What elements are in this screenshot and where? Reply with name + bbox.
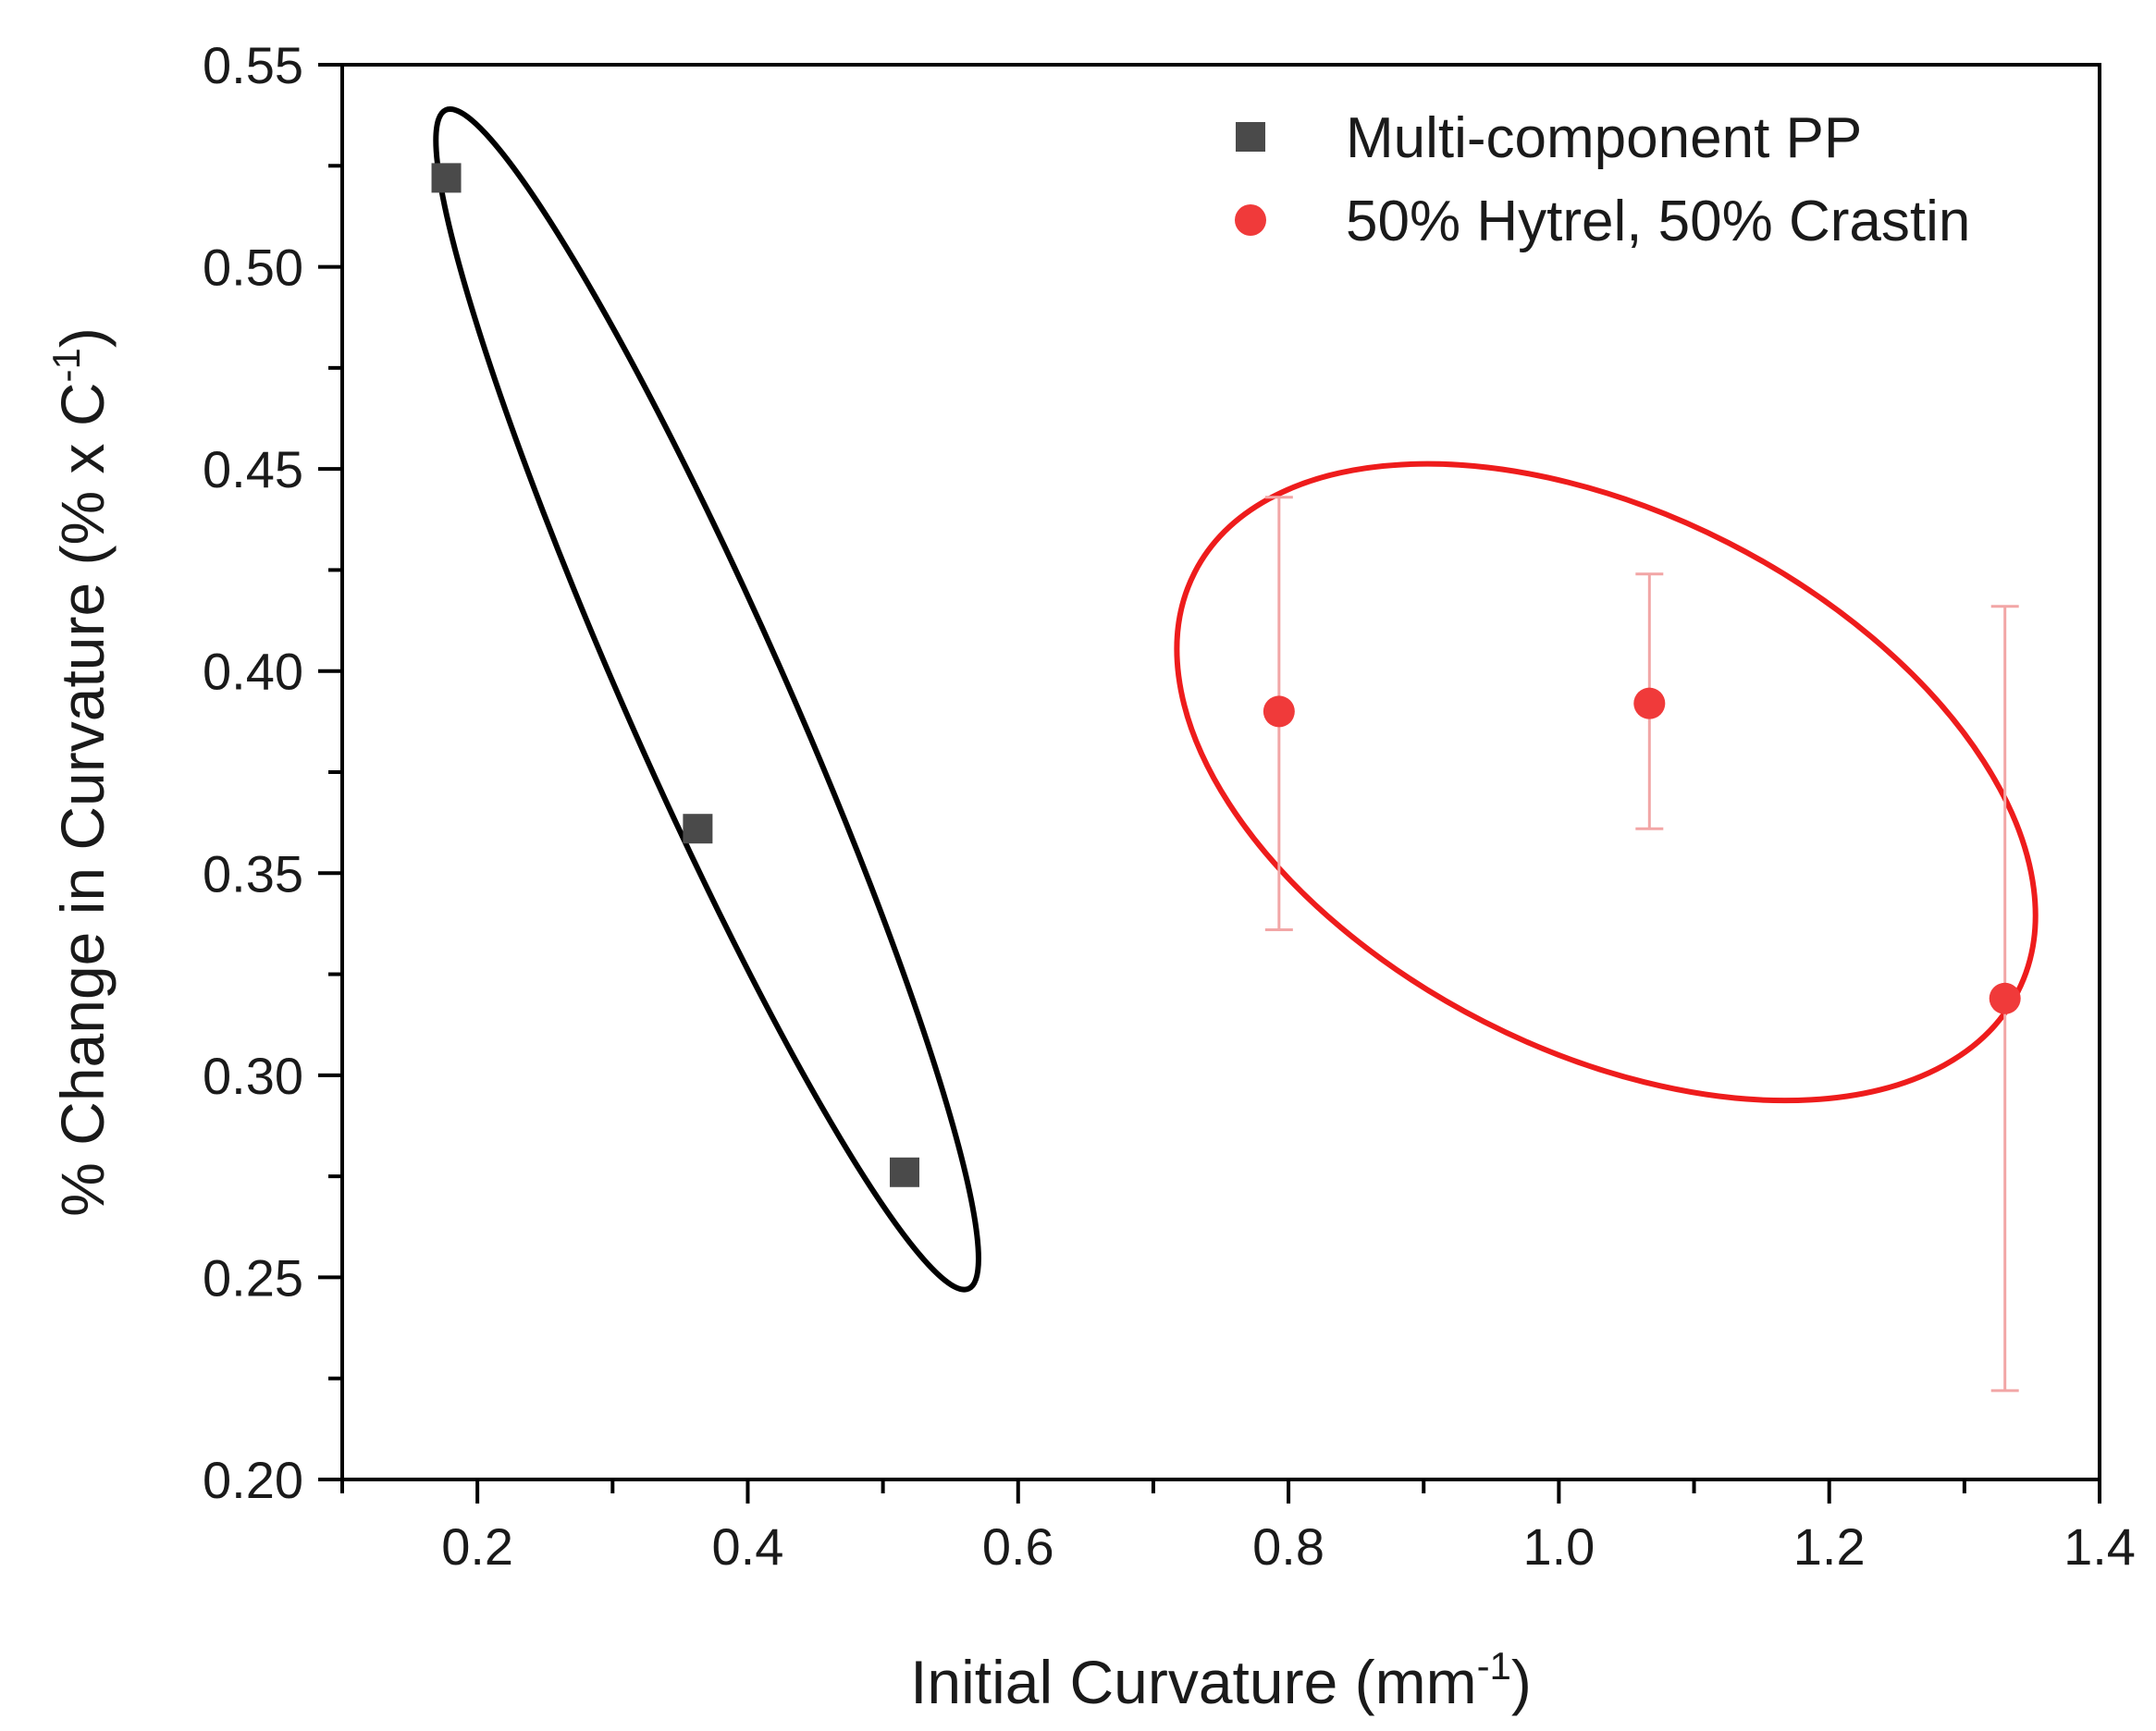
- y-axis-title: % Change in Curvature (% x C-1): [44, 327, 117, 1217]
- legend-label: Multi-component PP: [1346, 106, 1862, 170]
- y-tick-label: 0.45: [203, 440, 303, 498]
- x-axis-title-main: Initial Curvature (mm: [910, 1648, 1476, 1716]
- y-axis-title-main: % Change in Curvature (% x C: [48, 382, 117, 1216]
- y-axis: 0.20 0.25 0.30 0.35 0.40 0.45 0.50 0.55: [203, 36, 342, 1509]
- x-axis-title: Initial Curvature (mm-1): [910, 1644, 1532, 1716]
- legend-marker-circle: [1235, 204, 1266, 236]
- cluster-annotations: [433, 105, 2039, 1293]
- data-point-circle: [1633, 687, 1666, 719]
- cluster-ellipse: [433, 105, 981, 1293]
- data-point-circle: [1989, 982, 2021, 1014]
- y-tick-label: 0.35: [203, 844, 303, 902]
- plot-area-frame: [340, 63, 2101, 1481]
- x-tick-label: 0.4: [712, 1517, 784, 1576]
- x-axis-title-superscript: -1: [1477, 1644, 1511, 1688]
- data-markers: [431, 163, 2021, 1187]
- y-tick-label: 0.50: [203, 239, 303, 297]
- data-point-square: [431, 163, 462, 193]
- x-tick-label: 1.0: [1522, 1517, 1595, 1576]
- y-tick-label: 0.55: [203, 36, 303, 94]
- legend: Multi-component PP 50% Hytrel, 50% Crasti…: [1235, 106, 1970, 253]
- x-axis: 0.2 0.4 0.6 0.8 1.0 1.2 1.4: [340, 1479, 2136, 1576]
- x-tick-label: 0.8: [1252, 1517, 1324, 1576]
- y-tick-label: 0.40: [203, 643, 303, 701]
- y-tick-label: 0.25: [203, 1248, 303, 1307]
- y-tick-label: 0.30: [203, 1047, 303, 1105]
- y-tick-label: 0.20: [203, 1451, 303, 1509]
- x-tick-label: 0.2: [441, 1517, 513, 1576]
- x-tick-label: 0.6: [982, 1517, 1054, 1576]
- data-point-square: [683, 814, 713, 844]
- x-tick-label: 1.2: [1793, 1517, 1866, 1576]
- legend-marker-square: [1236, 122, 1265, 152]
- x-axis-title-end: ): [1511, 1648, 1532, 1716]
- data-point-square: [890, 1157, 919, 1187]
- legend-label: 50% Hytrel, 50% Crastin: [1346, 190, 1970, 253]
- x-tick-label: 1.4: [2064, 1517, 2136, 1576]
- cluster-ellipse: [1174, 460, 2039, 1104]
- y-axis-title-superscript: -1: [44, 348, 88, 382]
- y-axis-title-end: ): [48, 327, 117, 348]
- error-bars: [1264, 496, 2019, 1393]
- data-point-circle: [1263, 695, 1295, 728]
